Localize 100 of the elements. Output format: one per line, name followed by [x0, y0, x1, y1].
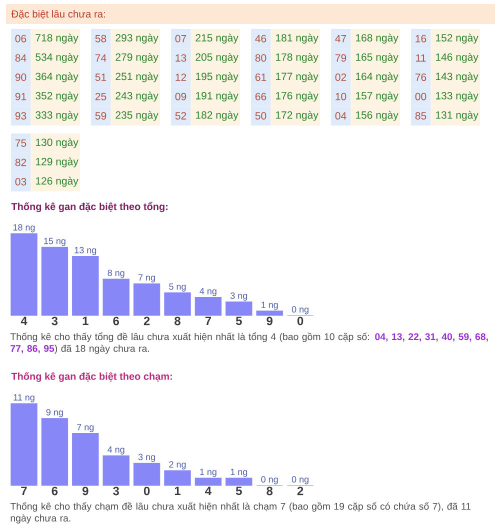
bar [41, 246, 68, 316]
text: 75 [15, 139, 26, 147]
text: 25 [95, 92, 106, 100]
text: Đặc biệt lâu chưa ra: [11, 10, 105, 20]
text: 66 [255, 92, 266, 100]
x-tick-label: 8 [174, 316, 180, 326]
text: 80 [255, 54, 266, 62]
chart-title: Thống kê gan đặc biệt theo tổng: [11, 202, 168, 212]
text: 178 ngày [276, 52, 318, 63]
x-tick-label: 3 [52, 316, 58, 326]
text: 146 ngày [436, 52, 478, 63]
x-tick-label: 6 [52, 486, 58, 496]
bar [72, 433, 99, 486]
x-tick-label: 7 [21, 486, 27, 495]
text: 129 ngày [36, 157, 78, 168]
text: 165 ngày [356, 52, 398, 63]
x-tick-label: 7 [205, 316, 212, 325]
bar [133, 462, 160, 486]
data-label: 3 ng [138, 454, 155, 462]
data-label: 4 ng [108, 446, 124, 454]
text: 293 ngày [116, 34, 158, 44]
text: 364 ngày [36, 72, 78, 82]
text: Thống kê cho thấy chạm đề lâu chưa xuất hiện nhất là chạm 7 (bao gồm 19 cặp số có chứa số 7), đã 11 ngày chưa ra. [10, 502, 471, 524]
text: 16 [416, 34, 426, 42]
text: 58 [95, 34, 106, 42]
text: 181 ngày [276, 34, 318, 44]
data-label: 7 ng [77, 424, 94, 432]
text: 09 [175, 92, 186, 100]
text: 59 [95, 112, 106, 120]
bar [164, 470, 191, 486]
text: 152 ngày [436, 34, 478, 44]
data-label: 5 ng [169, 283, 186, 292]
data-label: 9 ng [46, 409, 63, 418]
text: 182 ngày [196, 110, 238, 121]
bar [102, 278, 130, 316]
text: 51 [95, 74, 106, 81]
x-tick-label: 4 [20, 316, 28, 325]
text: 191 ngày [196, 92, 238, 102]
x-tick-label: 1 [82, 316, 88, 325]
text: 176 ngày [276, 92, 318, 102]
text: 74 [95, 54, 106, 62]
bar [194, 478, 222, 486]
text: 76 [415, 74, 426, 81]
text: 90 [15, 74, 26, 81]
data-label: 4 ng [200, 288, 216, 296]
data-label: 0 ng [261, 476, 278, 484]
text: 61 [255, 74, 266, 81]
text: 50 [255, 112, 266, 120]
text: 79 [335, 54, 346, 62]
data-label: 11 ng [14, 394, 34, 402]
data-label: 0 ng [292, 306, 308, 314]
bar [10, 403, 38, 486]
data-label: 3 ng [230, 292, 248, 301]
text: 91 [15, 92, 26, 100]
x-tick-label: 3 [113, 486, 119, 496]
x-tick-label: 9 [82, 486, 88, 496]
text: 243 ngày [116, 92, 158, 102]
text: 126 ngày [36, 176, 78, 187]
text: Thống kê cho thấy tổng đề lâu chưa xuất hiện nhất là tổng 4 (bao gồm 10 cặp số: 04, 13, 22, 31, 40, 59, 68, 77, 86, 95) đã 18 ngày chưa ra. [10, 332, 488, 354]
x-tick-label: 2 [144, 316, 150, 326]
text: 133 ngày [436, 92, 478, 102]
text: 12 [176, 74, 186, 81]
text: 07 [175, 34, 186, 42]
text: 333 ngày [36, 110, 78, 121]
data-label: 7 ng [138, 274, 155, 282]
data-label: 2 ng [169, 461, 186, 470]
data-label: 15 ng [44, 238, 66, 246]
bar [256, 310, 283, 316]
data-label: 1 ng [230, 468, 248, 477]
chart-title: Thống kê gan đặc biệt theo chạm: [11, 372, 172, 382]
text: 205 ngày [196, 52, 238, 63]
text: 195 ngày [196, 72, 238, 82]
text: 85 [415, 112, 426, 120]
text: 718 ngày [36, 34, 78, 44]
text: 52 [175, 112, 186, 120]
text: 352 ngày [36, 92, 78, 102]
bar [133, 283, 160, 316]
text: 13 [176, 54, 186, 62]
text: 172 ngày [276, 110, 318, 121]
text: 157 ngày [356, 92, 398, 102]
text: 168 ngày [356, 34, 398, 44]
bar [41, 418, 68, 486]
text: 235 ngày [116, 110, 158, 121]
text: 131 ngày [436, 110, 478, 121]
text: 00 [415, 92, 426, 100]
bar [10, 233, 38, 316]
text: 04 [335, 112, 346, 120]
text: 02 [335, 74, 346, 81]
text: 10 [336, 92, 346, 100]
text: 130 ngày [36, 138, 78, 148]
x-tick-label: 2 [297, 486, 304, 496]
data-label: 8 ng [108, 270, 124, 278]
x-tick-label: 9 [266, 316, 272, 326]
bar [226, 302, 252, 316]
text: 11 [416, 54, 426, 62]
text: 251 ngày [116, 72, 158, 82]
text: 143 ngày [436, 72, 478, 82]
bar [194, 296, 222, 316]
data-label: 18 ng [13, 224, 35, 232]
text: 215 ngày [196, 34, 238, 44]
